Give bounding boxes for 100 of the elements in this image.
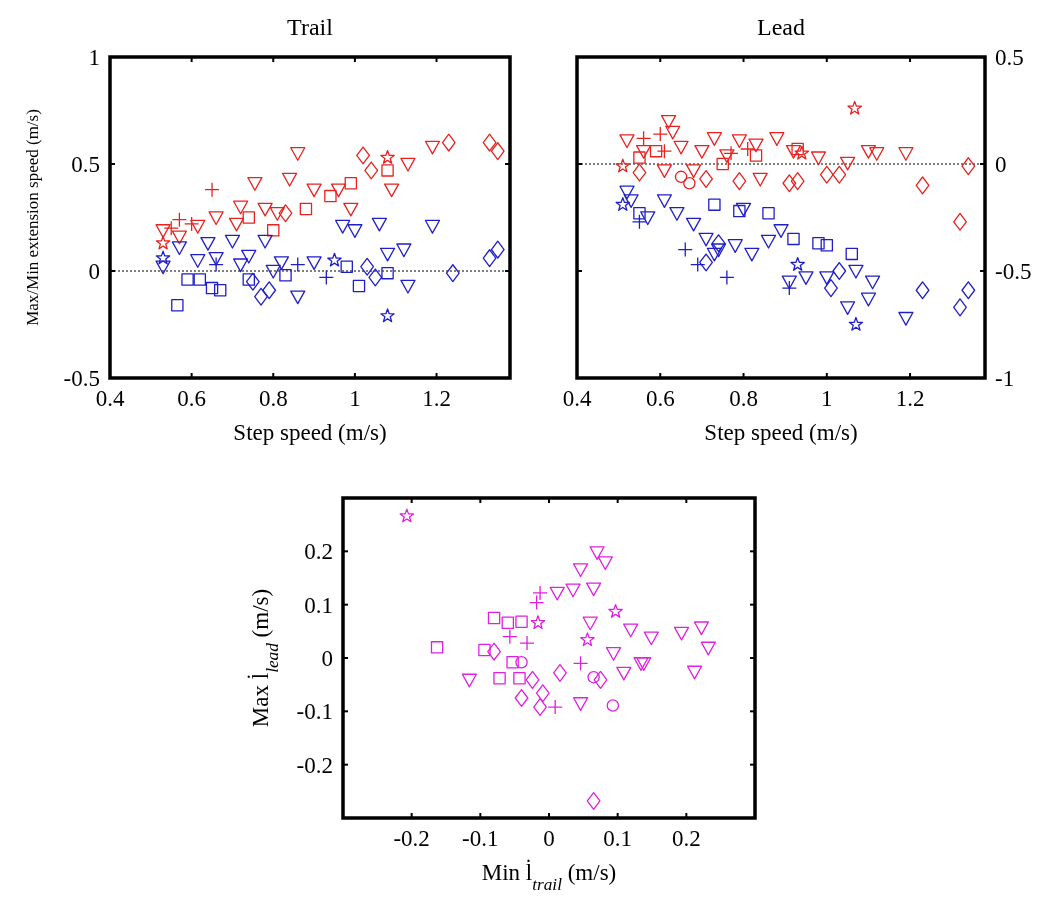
point — [424, 219, 441, 234]
point — [318, 269, 334, 286]
point — [693, 621, 710, 636]
point — [643, 631, 659, 646]
point — [798, 271, 814, 286]
point — [232, 258, 249, 273]
y-axis-title: Max/Min extension speed (m/s) — [23, 109, 42, 326]
x-tick-label: 1 — [349, 386, 361, 411]
y-tick-label: -0.2 — [296, 752, 333, 778]
point — [660, 114, 677, 129]
point — [205, 281, 219, 295]
point — [652, 126, 668, 142]
point — [171, 230, 188, 245]
point — [519, 635, 535, 651]
point — [623, 194, 639, 209]
point — [181, 273, 194, 286]
point — [461, 673, 477, 688]
point — [330, 183, 347, 198]
point — [794, 145, 810, 160]
point — [482, 249, 497, 268]
point — [832, 165, 847, 184]
point — [290, 147, 306, 161]
x-tick-label: 0.8 — [729, 386, 758, 411]
point — [665, 125, 681, 140]
point — [380, 308, 395, 323]
point — [155, 224, 171, 238]
point — [430, 641, 444, 654]
point — [781, 280, 797, 296]
point — [812, 236, 825, 250]
y2-tick-label: -1 — [995, 366, 1015, 392]
point — [242, 211, 256, 224]
point — [171, 298, 184, 312]
point — [674, 170, 688, 184]
point — [716, 157, 729, 171]
y-tick-label: 0 — [88, 259, 100, 285]
x-tick-label: 0.1 — [603, 826, 633, 851]
point — [343, 202, 359, 217]
point — [580, 632, 595, 647]
point — [616, 666, 632, 681]
point — [482, 133, 497, 152]
y2-tick-label: 0.5 — [995, 45, 1024, 71]
point — [515, 656, 528, 669]
x-axis-title: Min l̇$_{trail}$ (m/s) — [481, 858, 617, 894]
point — [606, 699, 620, 712]
point — [364, 161, 379, 180]
y-tick-label: 0.1 — [304, 592, 333, 618]
point — [619, 185, 635, 200]
point — [740, 141, 756, 157]
point — [547, 699, 563, 715]
point — [769, 132, 785, 146]
point — [441, 133, 456, 152]
point — [699, 169, 714, 189]
point — [860, 292, 877, 307]
x-tick-label: -0.2 — [393, 826, 430, 851]
point — [327, 252, 342, 267]
point — [819, 165, 834, 184]
point — [525, 670, 540, 689]
point — [773, 224, 789, 238]
point — [586, 791, 601, 810]
point — [360, 257, 375, 276]
point — [690, 256, 706, 273]
point — [269, 206, 285, 221]
x-tick-label: 0.4 — [562, 386, 592, 411]
point — [183, 216, 200, 232]
point — [640, 211, 656, 226]
point — [396, 243, 412, 258]
point — [790, 172, 805, 191]
point — [656, 164, 673, 179]
point — [155, 235, 171, 250]
point — [748, 138, 764, 153]
point — [649, 144, 663, 158]
point — [487, 611, 501, 625]
point — [487, 642, 502, 661]
point — [762, 206, 775, 220]
point — [290, 290, 306, 305]
x-tick-label: 1 — [821, 386, 833, 411]
point — [267, 224, 280, 237]
point — [961, 281, 976, 300]
y-tick-label: 0.2 — [304, 539, 333, 565]
point — [635, 144, 652, 159]
point — [699, 253, 714, 272]
point — [514, 688, 529, 708]
point — [608, 603, 623, 618]
y-tick-label: 0 — [321, 646, 333, 672]
point — [706, 132, 723, 146]
point — [200, 236, 216, 251]
point — [306, 183, 322, 198]
point — [513, 672, 526, 685]
point — [506, 656, 519, 669]
x-tick-label: 1.2 — [422, 386, 451, 411]
point — [848, 316, 864, 331]
x-axis-title: Step speed (m/s) — [704, 420, 858, 445]
point — [953, 298, 967, 317]
point — [232, 200, 249, 215]
point — [262, 281, 277, 300]
point — [710, 243, 727, 258]
point — [155, 260, 171, 275]
point — [860, 144, 877, 159]
point — [257, 202, 273, 217]
point — [673, 140, 689, 155]
